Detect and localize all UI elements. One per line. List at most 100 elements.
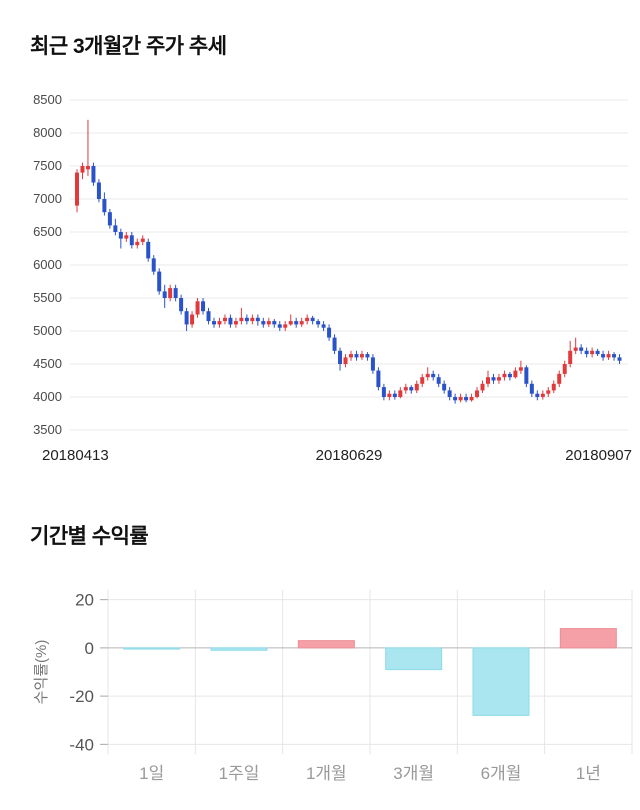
price-y-tick-label: 4500 [33, 356, 62, 371]
price-x-tick-label: 20180413 [42, 447, 109, 464]
candle-body [129, 235, 134, 246]
candle-body [327, 327, 332, 338]
candle-body [162, 291, 167, 298]
returns-ylabel: 수익률(%) [33, 640, 50, 705]
returns-category-label: 6개월 [481, 764, 522, 783]
candle-body [612, 354, 617, 358]
candle-body [244, 317, 249, 322]
candle-body [288, 321, 293, 325]
candle-body [124, 235, 129, 239]
candle-body [157, 271, 162, 292]
candle-body [140, 238, 145, 242]
candle-body [420, 377, 425, 384]
candle-body [546, 390, 551, 394]
candle-body [266, 321, 271, 325]
price-y-tick-label: 6000 [33, 257, 62, 272]
candle-body [475, 390, 480, 397]
price-y-tick-label: 8500 [33, 92, 62, 107]
candle-body [392, 393, 397, 397]
candle-body [179, 298, 184, 312]
candle-body [118, 232, 123, 239]
candle-body [365, 354, 370, 358]
price-y-tick-label: 7000 [33, 191, 62, 206]
candle-body [277, 324, 282, 328]
price-y-tick-label: 8000 [33, 125, 62, 140]
candle-body [398, 390, 403, 397]
candle-body [299, 321, 304, 325]
candle-body [354, 354, 359, 358]
candle-body [442, 383, 447, 391]
candle-body [85, 166, 90, 170]
candle-body [113, 225, 118, 232]
candle-body [316, 321, 321, 325]
candle-body [75, 172, 79, 206]
candle-body [464, 397, 469, 401]
candle-body [601, 354, 606, 358]
candle-body [447, 390, 452, 397]
returns-bar-2 [297, 640, 355, 649]
candle-body [201, 301, 206, 312]
returns-category-label: 3개월 [393, 764, 434, 783]
candle-body [436, 377, 441, 384]
price-y-tick-label: 4000 [33, 389, 62, 404]
returns-bar-5 [559, 628, 617, 649]
returns-bar-1 [210, 647, 268, 651]
candle-body [250, 317, 255, 322]
candle-body [217, 321, 222, 325]
candle-body [524, 367, 529, 384]
candle-body [107, 212, 112, 226]
candle-body [431, 373, 436, 378]
price-x-tick-label: 20180907 [565, 447, 632, 464]
returns-y-tick-label: 20 [75, 591, 94, 610]
candle-body [414, 383, 419, 391]
candle-body [305, 317, 310, 322]
candle-body [595, 350, 600, 355]
candle-body [212, 321, 216, 325]
candle-body [272, 321, 277, 325]
returns-y-tick-label: 0 [85, 639, 94, 658]
candle-body [239, 317, 244, 322]
candle-body [606, 354, 611, 358]
candle-body [135, 241, 140, 246]
candle-body [184, 311, 189, 325]
candle-body [486, 377, 490, 384]
candle-body [349, 354, 353, 358]
candle-body [579, 347, 584, 351]
price-chart: 8500 8000 7500 7000 6500 6000 5500 5000 4500 4000… [0, 86, 640, 471]
returns-chart: 20 0 -20 -40 1일 1주일 1개월 3개월 6개월 1년 수익률(%) [0, 580, 640, 805]
candle-body [387, 393, 392, 397]
returns-category-label: 1일 [139, 764, 164, 783]
candle-body [173, 288, 178, 298]
returns-category-label: 1주일 [219, 764, 260, 783]
returns-category-label: 1년 [576, 764, 601, 783]
candle-body [359, 354, 364, 358]
candle-body [222, 317, 227, 322]
candle-body [529, 383, 534, 394]
candle-body [338, 350, 343, 364]
returns-chart-svg: 20 0 -20 -40 1일 1주일 1개월 3개월 6개월 1년 수익률(%) [33, 590, 633, 783]
price-y-tick-label: 5000 [33, 323, 62, 338]
candle-body [255, 317, 260, 322]
returns-bar-4 [472, 647, 530, 716]
candle-body [409, 387, 414, 391]
candle-body [80, 166, 85, 173]
candle-body [310, 317, 315, 322]
candle-body [425, 373, 430, 378]
candle-body [617, 357, 622, 361]
returns-y-tick-label: -20 [69, 687, 94, 706]
candle-body [233, 321, 238, 325]
candle-body [96, 182, 101, 199]
returns-bar-0 [123, 647, 181, 650]
candle-body [403, 387, 408, 391]
candle-body [496, 377, 501, 381]
returns-title: 기간별 수익률 [30, 525, 149, 548]
candle-body [480, 383, 485, 391]
price-y-tick-label: 7500 [33, 158, 62, 173]
candle-body [573, 347, 578, 351]
candle-body [146, 241, 151, 259]
returns-category-label: 1개월 [306, 764, 347, 783]
candle-body [535, 393, 540, 397]
candle-body [343, 357, 348, 364]
candle-body [491, 377, 496, 381]
